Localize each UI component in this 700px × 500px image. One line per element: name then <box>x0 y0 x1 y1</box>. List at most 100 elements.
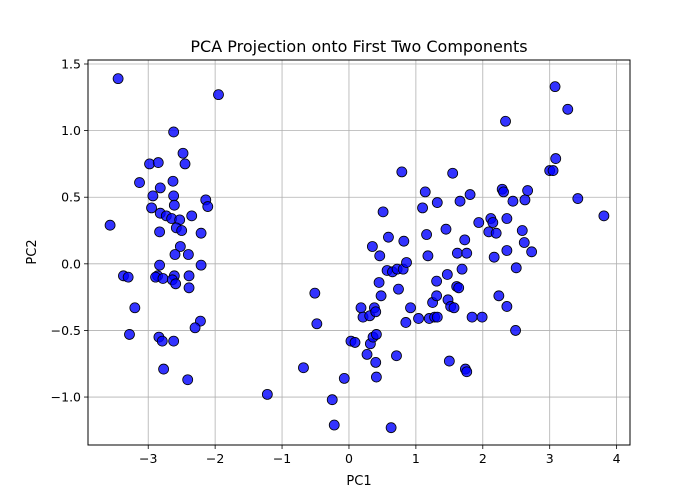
scatter-point <box>366 241 378 252</box>
scatter-point <box>157 273 169 284</box>
scatter-point <box>487 217 499 228</box>
scatter-point <box>448 302 460 314</box>
x-tick-label: −3 <box>139 451 157 466</box>
scatter-point <box>124 329 135 340</box>
scatter-point <box>519 194 531 206</box>
scatter-point <box>431 290 443 302</box>
scatter-point <box>261 388 273 400</box>
scatter-point <box>349 337 361 348</box>
scatter-point <box>338 372 350 384</box>
scatter-point <box>422 250 434 262</box>
scatter-point <box>461 366 473 378</box>
scatter-point <box>154 226 165 238</box>
scatter-point <box>518 237 530 248</box>
scatter-points <box>104 73 610 434</box>
scatter-point <box>454 195 466 207</box>
scatter-point <box>507 195 519 207</box>
x-tick-label: 0 <box>345 451 353 466</box>
scatter-point <box>309 287 321 299</box>
scatter-point <box>441 269 453 280</box>
scatter-point <box>476 311 488 323</box>
scatter-point <box>370 371 382 383</box>
scatter-point <box>549 81 561 93</box>
scatter-point <box>176 225 188 236</box>
y-tick-label: −0.5 <box>51 323 81 338</box>
scatter-point <box>311 318 323 330</box>
scatter-point <box>156 335 168 347</box>
scatter-point <box>383 231 394 243</box>
scatter-point <box>168 126 180 138</box>
scatter-point <box>417 202 428 214</box>
plot-frame <box>87 59 631 446</box>
scatter-point <box>168 335 180 347</box>
scatter-point <box>526 246 538 258</box>
scatter-point <box>466 311 478 323</box>
scatter-point <box>202 201 214 212</box>
x-tick-label: 3 <box>546 451 554 466</box>
scatter-point <box>547 165 559 176</box>
scatter-point <box>168 190 180 202</box>
scatter-point <box>401 257 412 268</box>
x-axis-label: PC1 <box>346 474 371 489</box>
y-axis-label: PC2 <box>25 239 40 264</box>
x-axis-ticks: −3 −2 −1 0 1 2 3 4 <box>139 445 621 466</box>
scatter-point <box>377 206 389 218</box>
scatter-point <box>498 186 509 198</box>
scatter-point <box>370 329 382 340</box>
scatter-point <box>440 223 452 235</box>
scatter-point <box>374 250 386 262</box>
y-tick-label: 0.5 <box>61 190 81 205</box>
scatter-point <box>195 227 207 239</box>
scatter-point <box>562 103 574 115</box>
scatter-point <box>473 217 485 228</box>
scatter-point <box>213 89 224 101</box>
scatter-point <box>167 175 179 187</box>
scatter-point <box>488 251 500 263</box>
scatter-point <box>572 193 584 204</box>
scatter-point <box>326 394 338 406</box>
scatter-point <box>447 167 459 179</box>
scatter-point <box>183 282 195 294</box>
scatter-point <box>152 157 164 168</box>
scatter-point <box>451 247 463 259</box>
scatter-point <box>134 177 145 188</box>
scatter-point <box>421 229 432 240</box>
scatter-point <box>419 186 431 198</box>
scatter-point <box>361 349 373 360</box>
scatter-point <box>370 357 382 368</box>
scatter-point <box>393 283 404 295</box>
scatter-point <box>431 311 443 323</box>
scatter-point <box>373 277 385 288</box>
scatter-point <box>405 302 416 314</box>
scatter-point <box>456 263 468 275</box>
y-tick-label: 1.0 <box>61 123 81 138</box>
scatter-point <box>464 189 476 200</box>
scatter-point <box>510 325 521 336</box>
scatter-point <box>453 282 465 294</box>
scatter-point <box>550 153 562 164</box>
scatter-point <box>490 227 502 239</box>
scatter-point <box>122 271 134 283</box>
scatter-point <box>493 290 505 302</box>
scatter-point <box>461 247 473 259</box>
scatter-point <box>501 213 513 224</box>
scatter-point <box>129 302 141 314</box>
y-tick-label: 1.5 <box>61 56 81 71</box>
scatter-point <box>431 197 443 208</box>
scatter-point <box>501 301 513 312</box>
scatter-point <box>182 374 194 386</box>
scatter-point <box>375 290 387 302</box>
scatter-point <box>174 241 186 252</box>
scatter-point <box>147 190 159 202</box>
scatter-point <box>370 306 382 318</box>
scatter-point <box>298 362 309 374</box>
scatter-point <box>104 219 116 231</box>
x-tick-label: −1 <box>273 451 291 466</box>
scatter-point <box>195 259 207 271</box>
scatter-point <box>459 234 471 246</box>
scatter-point <box>501 245 513 256</box>
scatter-point <box>598 210 610 222</box>
scatter-point <box>179 158 191 170</box>
